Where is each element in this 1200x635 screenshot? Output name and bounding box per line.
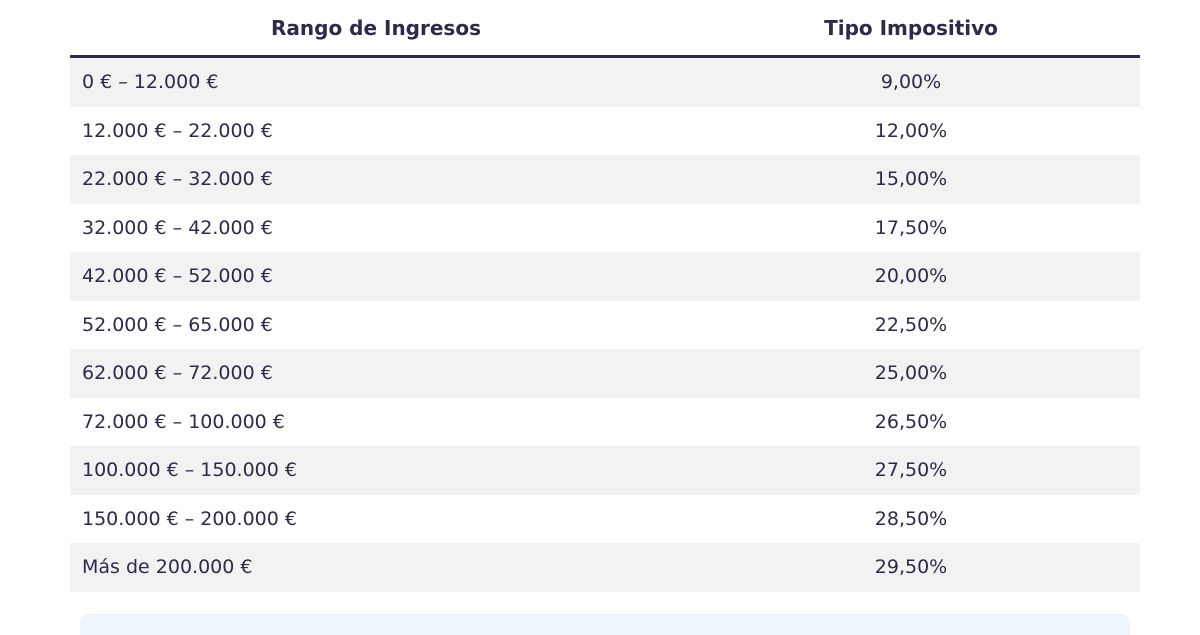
table-body: 0 € – 12.000 € 9,00% 12.000 € – 22.000 €…: [70, 56, 1140, 592]
tax-rate-cell: 28,50%: [682, 494, 1140, 543]
tax-rate-cell: 9,00%: [682, 56, 1140, 107]
table-row: 150.000 € – 200.000 € 28,50%: [70, 494, 1140, 543]
table-row: 100.000 € – 150.000 € 27,50%: [70, 446, 1140, 495]
income-range-cell: 150.000 € – 200.000 €: [70, 494, 682, 543]
income-range-cell: 72.000 € – 100.000 €: [70, 397, 682, 446]
table-header: Rango de Ingresos Tipo Impositivo: [70, 0, 1140, 58]
table-row: Más de 200.000 € 29,50%: [70, 543, 1140, 592]
tax-rate-cell: 26,50%: [682, 397, 1140, 446]
tax-rate-cell: 25,00%: [682, 349, 1140, 398]
income-range-cell: 32.000 € – 42.000 €: [70, 203, 682, 252]
income-range-cell: 42.000 € – 52.000 €: [70, 252, 682, 301]
income-range-cell: 22.000 € – 32.000 €: [70, 155, 682, 204]
tax-rate-cell: 15,00%: [682, 155, 1140, 204]
tax-rate-cell: 20,00%: [682, 252, 1140, 301]
header-row: Rango de Ingresos Tipo Impositivo: [70, 0, 1140, 58]
tax-bracket-table-container: Rango de Ingresos Tipo Impositivo 0 € – …: [70, 0, 1140, 592]
tax-bracket-table: Rango de Ingresos Tipo Impositivo 0 € – …: [70, 0, 1140, 592]
table-row: 72.000 € – 100.000 € 26,50%: [70, 397, 1140, 446]
tax-rate-cell: 17,50%: [682, 203, 1140, 252]
tax-rate-cell: 12,00%: [682, 106, 1140, 155]
table-row: 12.000 € – 22.000 € 12,00%: [70, 106, 1140, 155]
income-range-cell: 12.000 € – 22.000 €: [70, 106, 682, 155]
tax-rate-cell: 29,50%: [682, 543, 1140, 592]
header-income-range: Rango de Ingresos: [70, 0, 682, 58]
income-range-cell: Más de 200.000 €: [70, 543, 682, 592]
income-range-cell: 52.000 € – 65.000 €: [70, 300, 682, 349]
header-tax-rate: Tipo Impositivo: [682, 0, 1140, 58]
next-section-panel: [80, 614, 1130, 635]
table-row: 52.000 € – 65.000 € 22,50%: [70, 300, 1140, 349]
tax-rate-cell: 22,50%: [682, 300, 1140, 349]
table-row: 32.000 € – 42.000 € 17,50%: [70, 203, 1140, 252]
income-range-cell: 62.000 € – 72.000 €: [70, 349, 682, 398]
table-row: 42.000 € – 52.000 € 20,00%: [70, 252, 1140, 301]
table-row: 0 € – 12.000 € 9,00%: [70, 56, 1140, 107]
table-row: 22.000 € – 32.000 € 15,00%: [70, 155, 1140, 204]
income-range-cell: 100.000 € – 150.000 €: [70, 446, 682, 495]
table-row: 62.000 € – 72.000 € 25,00%: [70, 349, 1140, 398]
income-range-cell: 0 € – 12.000 €: [70, 56, 682, 107]
tax-rate-cell: 27,50%: [682, 446, 1140, 495]
